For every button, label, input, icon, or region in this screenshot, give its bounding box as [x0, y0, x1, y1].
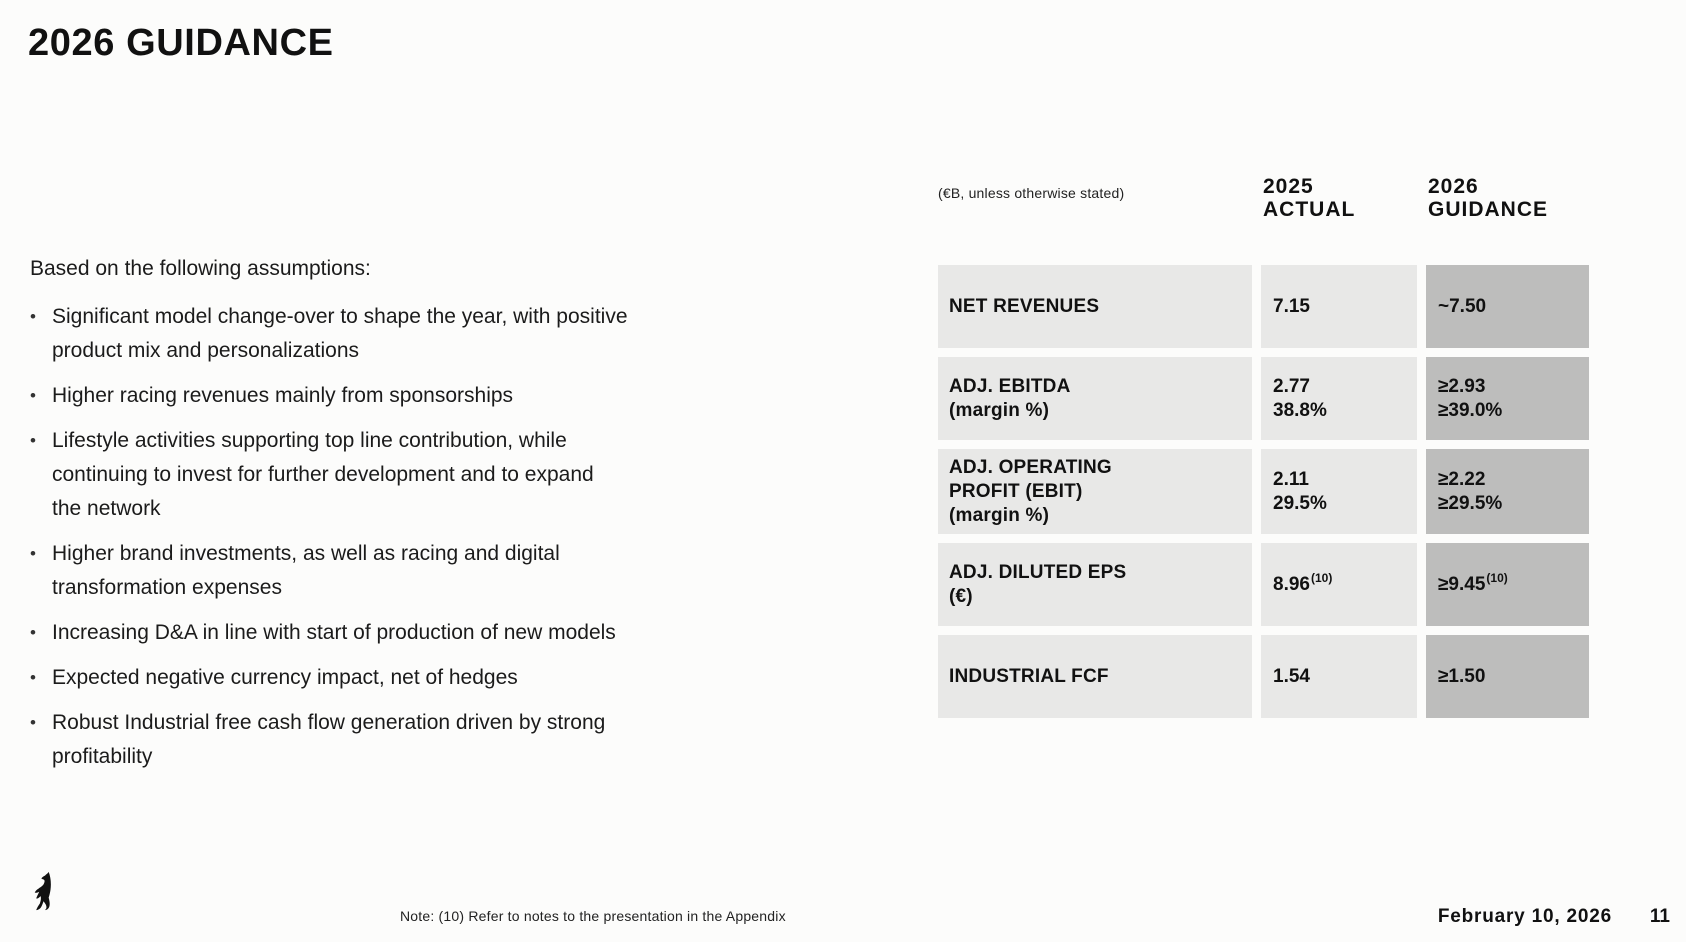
assumptions-block: Based on the following assumptions: • Si…: [30, 252, 820, 785]
note-reference: (10): [1310, 570, 1333, 585]
assumptions-list: • Significant model change-over to shape…: [30, 300, 820, 774]
bullet-icon: •: [30, 544, 36, 563]
bullet-text: Higher brand investments, as well as rac…: [52, 542, 560, 599]
table-unit-note: (€B, unless otherwise stated): [938, 185, 1125, 201]
guidance-value: ≥2.22 ≥29.5%: [1426, 449, 1589, 534]
assumptions-intro: Based on the following assumptions:: [30, 257, 371, 280]
actual-value: 8.96 (10): [1261, 543, 1417, 626]
column-header-2025-actual: 2025 ACTUAL: [1263, 175, 1356, 221]
bullet-text: Increasing D&A in line with start of pro…: [52, 621, 616, 644]
table-row-label: NET REVENUES: [938, 265, 1252, 348]
list-item: • Significant model change-over to shape…: [30, 300, 820, 368]
bullet-icon: •: [30, 307, 36, 326]
guidance-value: ≥9.45 (10): [1426, 543, 1589, 626]
bullet-text: Lifestyle activities supporting top line…: [52, 429, 594, 520]
bullet-icon: •: [30, 668, 36, 687]
page-title: 2026 GUIDANCE: [28, 22, 334, 64]
bullet-text: Higher racing revenues mainly from spons…: [52, 384, 514, 407]
list-item: • Increasing D&A in line with start of p…: [30, 616, 820, 650]
footer-note: Note: (10) Refer to notes to the present…: [400, 908, 786, 924]
actual-value: 1.54: [1261, 635, 1417, 718]
bullet-text: Significant model change-over to shape t…: [52, 305, 628, 362]
table-row-label: ADJ. EBITDA (margin %): [938, 357, 1252, 440]
bullet-text: Expected negative currency impact, net o…: [52, 666, 518, 689]
column-header-2026-guidance: 2026 GUIDANCE: [1428, 175, 1549, 221]
list-item: • Lifestyle activities supporting top li…: [30, 424, 820, 526]
table-row-label: ADJ. DILUTED EPS (€): [938, 543, 1252, 626]
ferrari-prancing-horse-icon: [34, 871, 51, 911]
actual-value: 2.11 29.5%: [1261, 449, 1417, 534]
guidance-table: NET REVENUES 7.15 ~7.50 ADJ. EBITDA (mar…: [938, 265, 1589, 718]
guidance-value: ~7.50: [1426, 265, 1589, 348]
bullet-icon: •: [30, 713, 36, 732]
guidance-value: ≥2.93 ≥39.0%: [1426, 357, 1589, 440]
bullet-icon: •: [30, 431, 36, 450]
table-row-label: INDUSTRIAL FCF: [938, 635, 1252, 718]
list-item: • Higher brand investments, as well as r…: [30, 537, 820, 605]
guidance-value-text: ≥9.45: [1438, 573, 1486, 595]
actual-value: 7.15: [1261, 265, 1417, 348]
actual-value: 2.77 38.8%: [1261, 357, 1417, 440]
list-item: • Higher racing revenues mainly from spo…: [30, 379, 820, 413]
bullet-icon: •: [30, 386, 36, 405]
guidance-value: ≥1.50: [1426, 635, 1589, 718]
actual-value-text: 8.96: [1273, 573, 1310, 595]
table-row-label: ADJ. OPERATING PROFIT (EBIT) (margin %): [938, 449, 1252, 534]
list-item: • Expected negative currency impact, net…: [30, 661, 820, 695]
page-number: 11: [1649, 906, 1670, 927]
list-item: • Robust Industrial free cash flow gener…: [30, 706, 820, 774]
note-reference: (10): [1486, 570, 1508, 585]
bullet-text: Robust Industrial free cash flow generat…: [52, 711, 606, 768]
bullet-icon: •: [30, 623, 36, 642]
footer-date: February 10, 2026: [1437, 906, 1612, 927]
